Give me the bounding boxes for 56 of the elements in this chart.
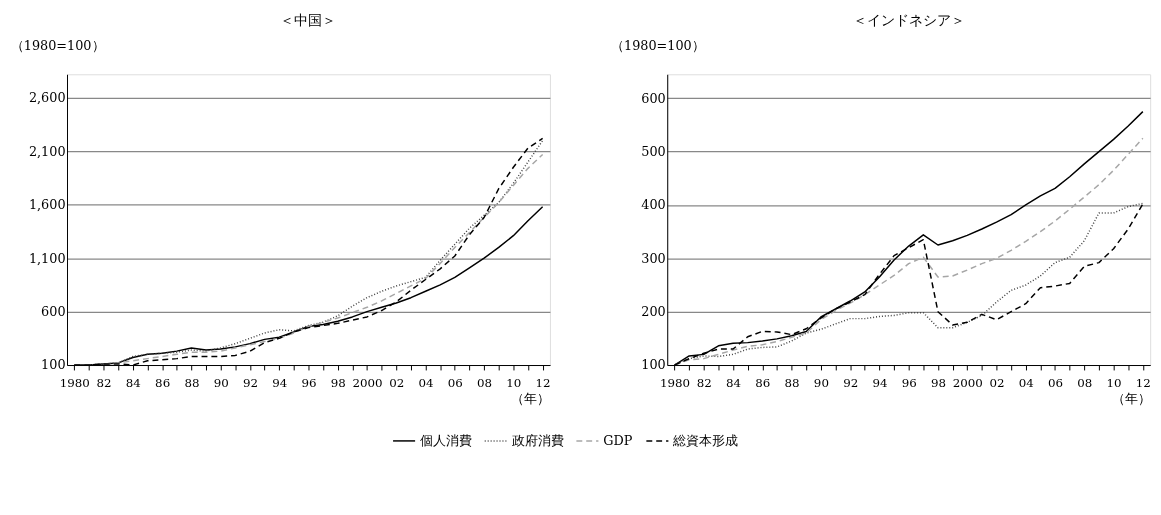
y-tick-label: 2,100	[28, 143, 66, 159]
legend-label: 政府消費	[511, 432, 564, 448]
x-tick-label: 10	[1106, 376, 1122, 391]
chart-title: ＜中国＞	[280, 12, 337, 29]
x-tick-label: 12	[535, 376, 551, 391]
y-tick-label: 2,600	[28, 90, 66, 106]
x-tick-label: 96	[301, 376, 317, 391]
x-axis-title: （年）	[511, 390, 551, 406]
x-tick-label: 08	[1077, 376, 1093, 391]
x-tick-label: 10	[506, 376, 522, 391]
chart-title: ＜インドネシア＞	[852, 12, 965, 29]
y-tick-label: 1,100	[28, 250, 66, 266]
y-tick-label: 200	[641, 304, 666, 320]
x-tick-label: 92	[843, 376, 859, 391]
y-tick-label: 100	[41, 357, 66, 373]
y-tick-label: 400	[641, 197, 666, 213]
x-tick-label: 88	[184, 376, 200, 391]
x-tick-label: 04	[418, 376, 434, 391]
x-tick-label: 02	[989, 376, 1005, 391]
y-tick-label: 300	[641, 250, 666, 266]
legend-label: 総資本形成	[672, 432, 739, 448]
x-tick-label: 82	[96, 376, 112, 391]
x-tick-label: 84	[726, 376, 742, 391]
x-tick-label: 02	[389, 376, 405, 391]
x-tick-label: 1980	[59, 376, 90, 391]
x-tick-label: 08	[477, 376, 493, 391]
x-tick-label: 98	[330, 376, 346, 391]
x-tick-label: 94	[272, 376, 288, 391]
x-tick-label: 04	[1018, 376, 1034, 391]
x-tick-label: 06	[1048, 376, 1064, 391]
x-tick-label: 90	[813, 376, 829, 391]
x-tick-label: 12	[1135, 376, 1151, 391]
x-axis-title: （年）	[1111, 390, 1151, 406]
x-tick-label: 84	[125, 376, 141, 391]
x-tick-label: 82	[696, 376, 712, 391]
y-tick-label: 600	[641, 90, 666, 106]
x-tick-label: 2000	[952, 376, 983, 391]
x-tick-label: 94	[872, 376, 888, 391]
y-axis-title: （1980=100）	[611, 38, 705, 54]
y-axis-title: （1980=100）	[10, 38, 105, 54]
y-tick-label: 1,600	[28, 197, 66, 213]
x-tick-label: 98	[930, 376, 946, 391]
x-tick-label: 86	[155, 376, 171, 391]
x-tick-label: 2000	[352, 376, 383, 391]
x-tick-label: 86	[755, 376, 771, 391]
y-tick-label: 500	[641, 144, 666, 160]
x-tick-label: 92	[242, 376, 258, 391]
x-tick-label: 96	[901, 376, 917, 391]
legend-label: 個人消費	[419, 432, 472, 448]
y-tick-label: 600	[41, 304, 66, 320]
legend-label: GDP	[603, 432, 633, 448]
x-tick-label: 90	[213, 376, 229, 391]
x-tick-label: 1980	[660, 376, 691, 391]
x-tick-label: 88	[784, 376, 800, 391]
x-tick-label: 06	[447, 376, 463, 391]
y-tick-label: 100	[641, 357, 666, 373]
